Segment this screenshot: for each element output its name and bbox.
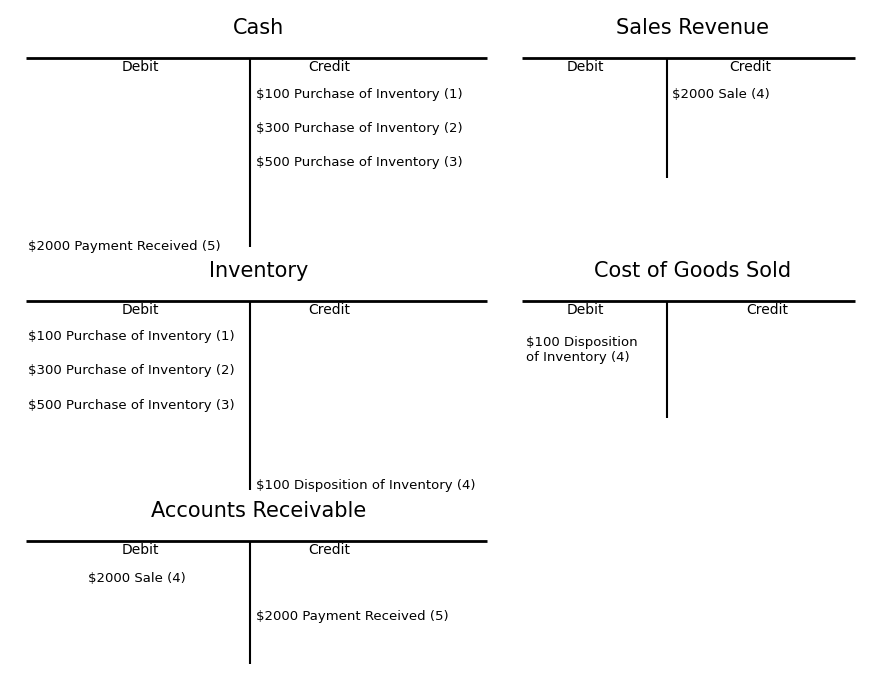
Text: $300 Purchase of Inventory (2): $300 Purchase of Inventory (2) [28,364,235,377]
Text: Debit: Debit [567,303,604,317]
Text: $2000 Payment Received (5): $2000 Payment Received (5) [28,240,221,253]
Text: Credit: Credit [308,543,350,557]
Text: $300 Purchase of Inventory (2): $300 Purchase of Inventory (2) [256,122,463,135]
Text: Credit: Credit [308,60,350,74]
Text: Credit: Credit [746,303,788,317]
Text: Cost of Goods Sold: Cost of Goods Sold [595,261,791,281]
Text: $500 Purchase of Inventory (3): $500 Purchase of Inventory (3) [28,399,235,412]
Text: Sales Revenue: Sales Revenue [617,18,769,38]
Text: Cash: Cash [233,18,284,38]
Text: $100 Disposition of Inventory (4): $100 Disposition of Inventory (4) [256,479,475,493]
Text: Credit: Credit [729,60,771,74]
Text: Accounts Receivable: Accounts Receivable [151,501,367,521]
Text: Credit: Credit [308,303,350,317]
Text: Debit: Debit [567,60,604,74]
Text: Debit: Debit [122,60,159,74]
Text: Debit: Debit [122,303,159,317]
Text: Debit: Debit [122,543,159,557]
Text: $2000 Sale (4): $2000 Sale (4) [672,88,769,101]
Text: $100 Disposition
of Inventory (4): $100 Disposition of Inventory (4) [526,336,638,364]
Text: $100 Purchase of Inventory (1): $100 Purchase of Inventory (1) [256,88,463,101]
Text: $2000 Payment Received (5): $2000 Payment Received (5) [256,610,449,623]
Text: Inventory: Inventory [209,261,309,281]
Text: $100 Purchase of Inventory (1): $100 Purchase of Inventory (1) [28,330,235,343]
Text: $500 Purchase of Inventory (3): $500 Purchase of Inventory (3) [256,156,463,169]
Text: $2000 Sale (4): $2000 Sale (4) [88,572,185,585]
